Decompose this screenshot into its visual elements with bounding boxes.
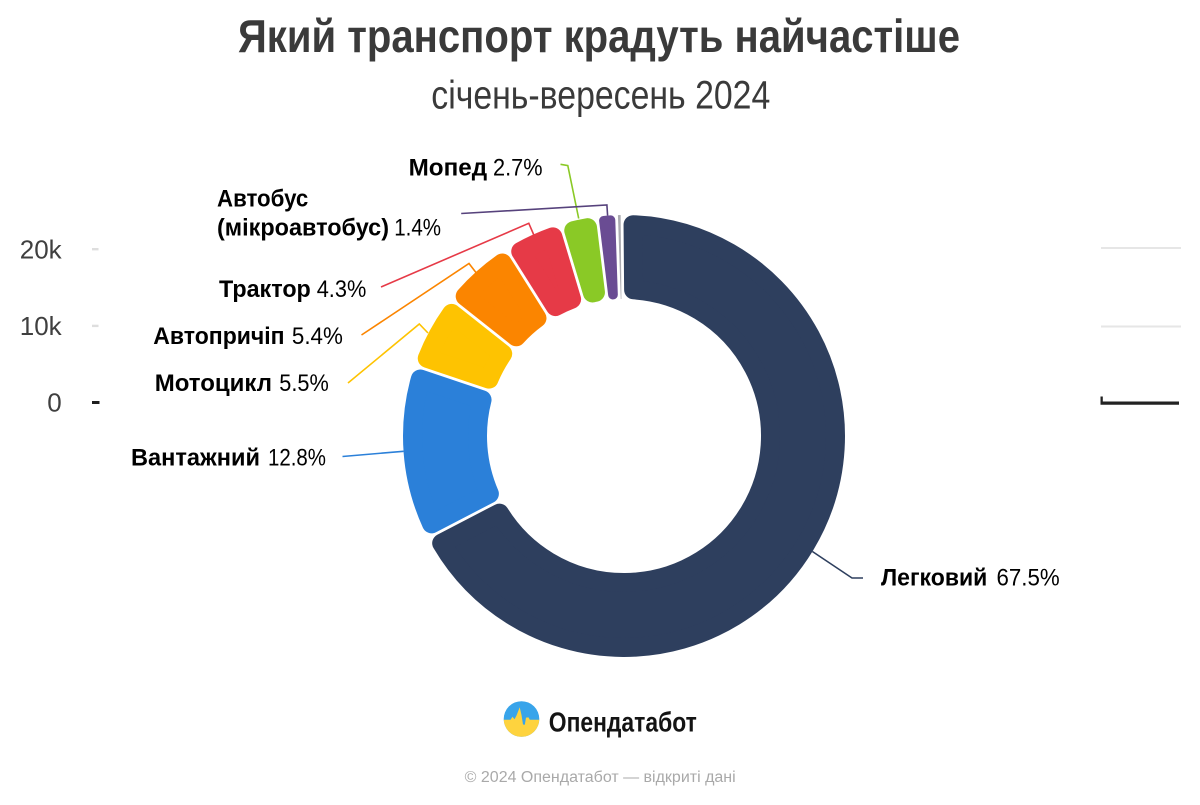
svg-text:Який транспорт крадуть найчаст: Який транспорт крадуть найчастіше [238, 10, 960, 62]
svg-text:Мотоцикл: Мотоцикл [155, 370, 272, 397]
svg-text:Мопед: Мопед [409, 155, 488, 182]
svg-text:Вантажний: Вантажний [131, 445, 260, 472]
svg-text:0: 0 [47, 387, 61, 417]
svg-text:10k: 10k [20, 311, 63, 341]
svg-text:2.7%: 2.7% [493, 155, 543, 182]
svg-text:5.5%: 5.5% [279, 370, 329, 397]
svg-text:12.8%: 12.8% [268, 445, 326, 472]
svg-text:Трактор: Трактор [219, 276, 311, 303]
svg-text:1.4%: 1.4% [394, 215, 441, 242]
svg-text:Автопричіп: Автопричіп [153, 323, 284, 350]
svg-text:(мікроавтобус): (мікроавтобус) [217, 215, 389, 242]
svg-text:4.3%: 4.3% [317, 276, 367, 303]
svg-text:Автобус: Автобус [217, 186, 308, 213]
svg-text:20k: 20k [20, 234, 63, 264]
svg-text:67.5%: 67.5% [997, 565, 1060, 592]
svg-text:січень-вересень 2024: січень-вересень 2024 [431, 74, 770, 118]
svg-text:Легковий: Легковий [881, 565, 987, 592]
svg-text:Опендатабот: Опендатабот [549, 707, 697, 738]
svg-text:5.4%: 5.4% [292, 323, 343, 350]
svg-text:© 2024 Опендатабот — відкриті: © 2024 Опендатабот — відкриті дані [465, 769, 736, 786]
